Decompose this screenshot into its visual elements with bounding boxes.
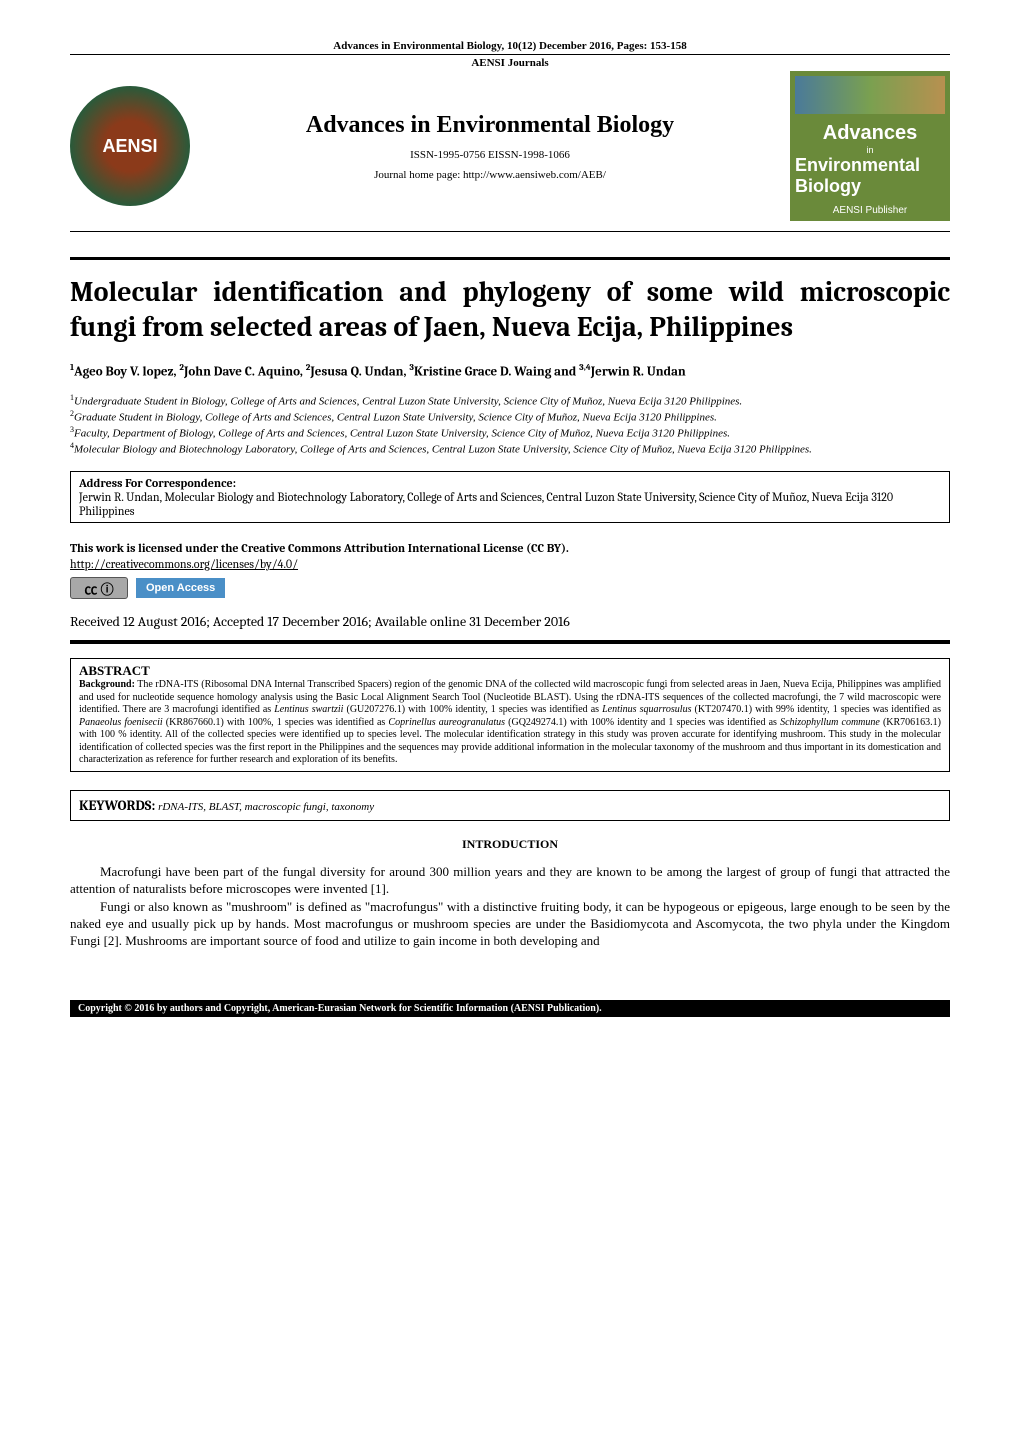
section-rule xyxy=(70,257,950,260)
abstract-text: Background: The rDNA-ITS (Ribosomal DNA … xyxy=(79,679,941,767)
affiliations: 1Undergraduate Student in Biology, Colle… xyxy=(70,393,950,457)
correspondence-text: Jerwin R. Undan, Molecular Biology and B… xyxy=(79,490,941,518)
correspondence-box: Address For Correspondence: Jerwin R. Un… xyxy=(70,471,950,523)
license-text: This work is licensed under the Creative… xyxy=(70,541,950,555)
cover-publisher: AENSI Publisher xyxy=(833,205,907,216)
author-list: 1Ageo Boy V. lopez, 2John Dave C. Aquino… xyxy=(70,363,950,379)
keywords-box: KEYWORDS: rDNA-ITS, BLAST, macroscopic f… xyxy=(70,790,950,821)
open-access-badge: Open Access xyxy=(136,578,225,598)
keywords-text: rDNA-ITS, BLAST, macroscopic fungi, taxo… xyxy=(158,801,374,813)
cover-eb: Environmental Biology xyxy=(795,155,945,197)
header-center: Advances in Environmental Biology ISSN-1… xyxy=(200,112,780,181)
license-badges: ㏄ ⓘ Open Access xyxy=(70,577,950,599)
abstract-box: ABSTRACT Background: The rDNA-ITS (Ribos… xyxy=(70,658,950,772)
journal-homepage: Journal home page: http://www.aensiweb.c… xyxy=(200,169,780,181)
abstract-heading: ABSTRACT xyxy=(79,663,941,679)
journal-header: AENSI Advances in Environmental Biology … xyxy=(70,71,950,232)
correspondence-label: Address For Correspondence: xyxy=(79,476,941,490)
introduction-heading: INTRODUCTION xyxy=(70,837,950,852)
license-link[interactable]: http://creativecommons.org/licenses/by/4… xyxy=(70,557,298,571)
cover-advances: Advances xyxy=(823,122,918,145)
cover-strip-icon xyxy=(795,76,945,114)
issn-line: ISSN-1995-0756 EISSN-1998-1066 xyxy=(200,149,780,161)
publication-dates: Received 12 August 2016; Accepted 17 Dec… xyxy=(70,613,950,630)
publisher-line: AENSI Journals xyxy=(70,55,950,71)
body-paragraph: Fungi or also known as "mushroom" is def… xyxy=(70,899,950,950)
article-title: Molecular identification and phylogeny o… xyxy=(70,275,950,345)
cover-in: in xyxy=(866,145,873,155)
journal-cover-icon: Advances in Environmental Biology AENSI … xyxy=(790,71,950,221)
citation-line: Advances in Environmental Biology, 10(12… xyxy=(70,40,950,55)
aensi-logo-icon: AENSI xyxy=(70,86,190,206)
copyright-footer: Copyright © 2016 by authors and Copyrigh… xyxy=(70,1000,950,1017)
body-paragraph: Macrofungi have been part of the fungal … xyxy=(70,864,950,898)
cc-by-icon: ㏄ ⓘ xyxy=(70,577,128,599)
journal-title: Advances in Environmental Biology xyxy=(200,112,780,139)
section-rule xyxy=(70,640,950,644)
keywords-label: KEYWORDS: xyxy=(79,797,155,814)
